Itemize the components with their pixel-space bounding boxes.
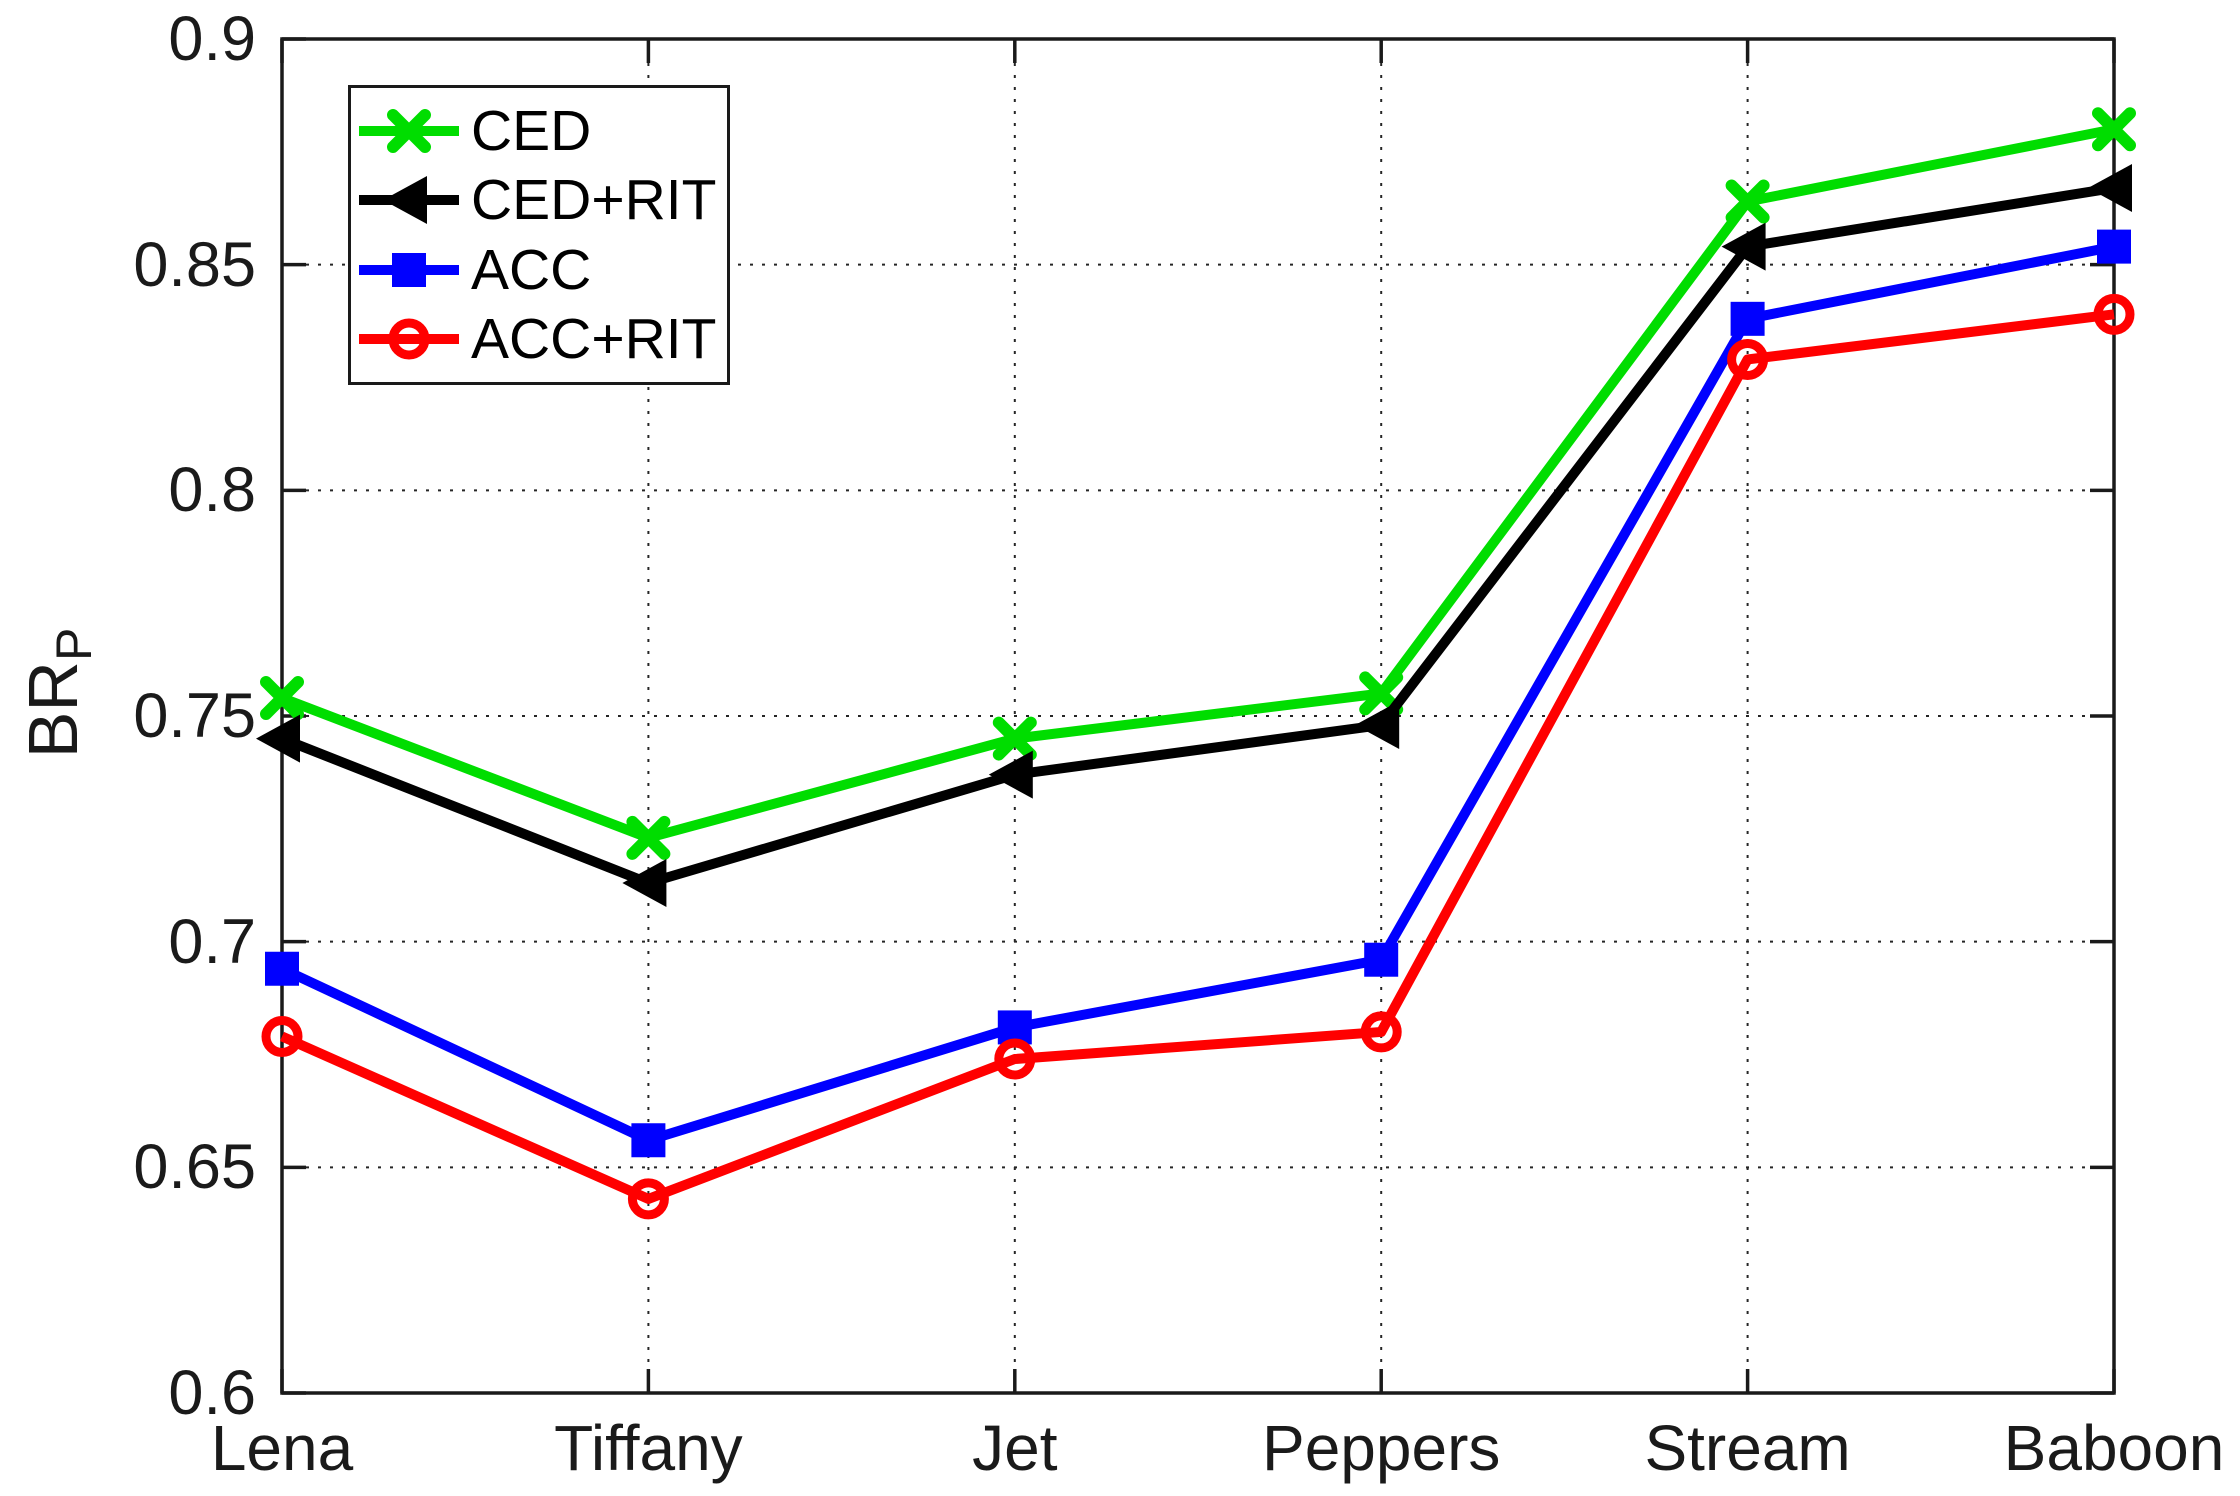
- legend-item-CED+RIT: CED+RIT: [359, 167, 727, 233]
- square-marker-icon: [265, 951, 299, 986]
- y-axis-label: BRP: [13, 628, 103, 759]
- y-tick-label: 0.9: [168, 4, 256, 74]
- x-marker-icon: [260, 675, 304, 720]
- legend-sample-triangle-left-icon: [359, 176, 459, 225]
- legend-label: ACC+RIT: [471, 307, 717, 372]
- x-tick-label: Baboon: [2003, 1412, 2225, 1484]
- circle-marker-icon: [994, 1038, 1036, 1080]
- circle-marker-icon: [2093, 293, 2135, 335]
- series-line-ACC: [279, 241, 2115, 1146]
- x-tick-label: Tiffany: [554, 1412, 743, 1484]
- y-tick-label: 0.75: [133, 681, 256, 751]
- square-marker-icon: [2097, 229, 2131, 264]
- circle-marker-icon: [388, 318, 430, 360]
- series-line-CED: [280, 124, 2115, 843]
- square-marker-icon: [1730, 301, 1765, 336]
- legend: CED CED+RIT ACC ACC+RIT: [348, 85, 730, 385]
- x-tick-label: Lena: [210, 1412, 354, 1484]
- legend-item-CED: CED: [359, 98, 727, 164]
- series-line-CED+RIT: [280, 183, 2115, 888]
- circle-marker-icon: [1727, 338, 1769, 380]
- y-axis-label-text: BR: [14, 661, 92, 759]
- legend-sample-circle-icon: [359, 318, 459, 360]
- series-CED: [260, 107, 2136, 860]
- x-marker-icon: [1725, 179, 1770, 224]
- legend-label: CED: [471, 98, 592, 163]
- square-marker-icon: [631, 1123, 666, 1158]
- legend-label: CED+RIT: [471, 168, 717, 233]
- x-marker-icon: [626, 815, 671, 860]
- square-marker-icon: [1364, 942, 1399, 977]
- square-marker-icon: [392, 252, 426, 287]
- triangle-left-marker-icon: [1355, 701, 1400, 750]
- triangle-left-marker-icon: [1721, 222, 1766, 271]
- triangle-left-marker-icon: [2088, 163, 2132, 212]
- series-line-ACC+RIT: [279, 309, 2115, 1204]
- x-tick-label: Peppers: [1262, 1412, 1501, 1484]
- y-tick-label: 0.65: [133, 1132, 256, 1203]
- legend-sample-square-icon: [359, 252, 459, 287]
- circle-marker-icon: [1360, 1011, 1402, 1053]
- series-ACC: [265, 229, 2131, 1158]
- legend-item-ACC+RIT: ACC+RIT: [359, 306, 727, 372]
- x-marker-icon: [2092, 107, 2136, 152]
- triangle-left-marker-icon: [383, 176, 427, 225]
- triangle-left-marker-icon: [988, 750, 1033, 799]
- x-marker-icon: [387, 108, 431, 153]
- series-CED+RIT: [256, 163, 2132, 907]
- legend-sample-x-icon: [359, 108, 459, 153]
- y-tick-label: 0.6: [168, 1358, 256, 1428]
- legend-item-ACC: ACC: [359, 237, 727, 303]
- y-tick-label: 0.7: [168, 906, 256, 977]
- circle-marker-icon: [261, 1015, 303, 1057]
- triangle-left-marker-icon: [256, 714, 300, 763]
- series-ACC+RIT: [261, 293, 2135, 1220]
- x-marker-icon: [992, 716, 1037, 761]
- circle-marker-icon: [627, 1178, 669, 1220]
- legend-label: ACC: [471, 237, 592, 302]
- y-tick-label: 0.8: [168, 455, 256, 526]
- x-tick-label: Jet: [972, 1412, 1058, 1484]
- y-axis-label-subscript: P: [46, 627, 102, 662]
- y-tick-label: 0.85: [133, 229, 256, 300]
- triangle-left-marker-icon: [622, 858, 667, 907]
- x-tick-label: Stream: [1644, 1412, 1851, 1484]
